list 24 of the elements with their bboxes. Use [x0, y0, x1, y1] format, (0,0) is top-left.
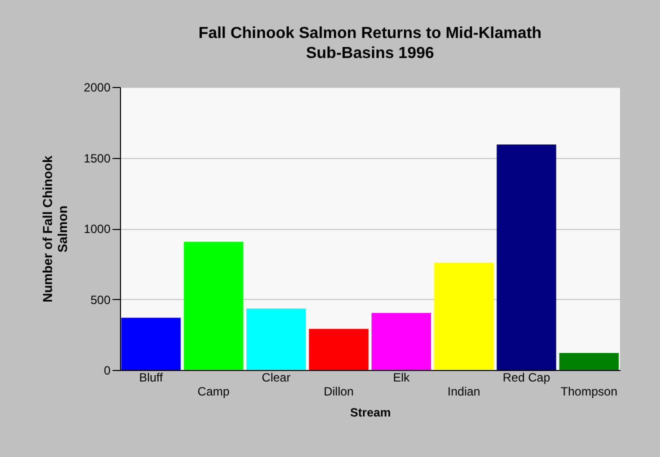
y-tick-label: 0 [104, 364, 111, 378]
x-tick-label: Red Cap [502, 370, 550, 384]
bar [496, 144, 556, 370]
bar [372, 312, 432, 370]
y-tick-label: 1000 [84, 222, 111, 236]
bar [121, 318, 181, 370]
bar [308, 328, 368, 370]
x-tick-label: Elk [392, 370, 411, 384]
x-tick-label: Dillon [324, 384, 354, 398]
bar [246, 308, 306, 370]
y-tick-label: 2000 [84, 80, 111, 94]
x-tick-label: Camp [198, 384, 230, 398]
bar [434, 262, 494, 370]
x-tick-label: Indian [448, 384, 480, 398]
y-tick-label: 500 [90, 292, 111, 307]
x-tick-label: Bluff [139, 370, 164, 384]
bar [559, 353, 619, 370]
x-tick-label: Thompson [560, 384, 618, 398]
y-tick-label: 1500 [84, 151, 111, 166]
chart-title: Fall Chinook Salmon Returns to Mid-Klamath Sub-Basins 1996 [198, 25, 542, 62]
x-tick-label: Clear [262, 370, 290, 384]
x-axis-title: Stream [350, 406, 391, 420]
y-axis-title: Number of Fall Chinook Salmon [40, 154, 70, 302]
bar [184, 242, 244, 370]
